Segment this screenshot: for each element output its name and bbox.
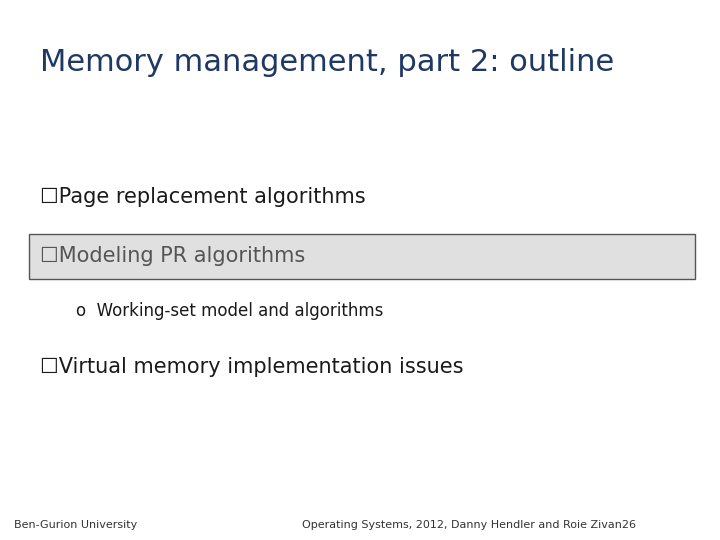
- Text: ☐Virtual memory implementation issues: ☐Virtual memory implementation issues: [40, 357, 463, 377]
- Text: Ben-Gurion University: Ben-Gurion University: [14, 520, 138, 530]
- Text: ☐Page replacement algorithms: ☐Page replacement algorithms: [40, 187, 365, 207]
- Text: Operating Systems, 2012, Danny Hendler and Roie Zivan26: Operating Systems, 2012, Danny Hendler a…: [302, 520, 636, 530]
- FancyBboxPatch shape: [29, 234, 695, 279]
- Text: o  Working-set model and algorithms: o Working-set model and algorithms: [76, 301, 383, 320]
- Text: ☐Modeling PR algorithms: ☐Modeling PR algorithms: [40, 246, 305, 267]
- Text: Memory management, part 2: outline: Memory management, part 2: outline: [40, 48, 614, 77]
